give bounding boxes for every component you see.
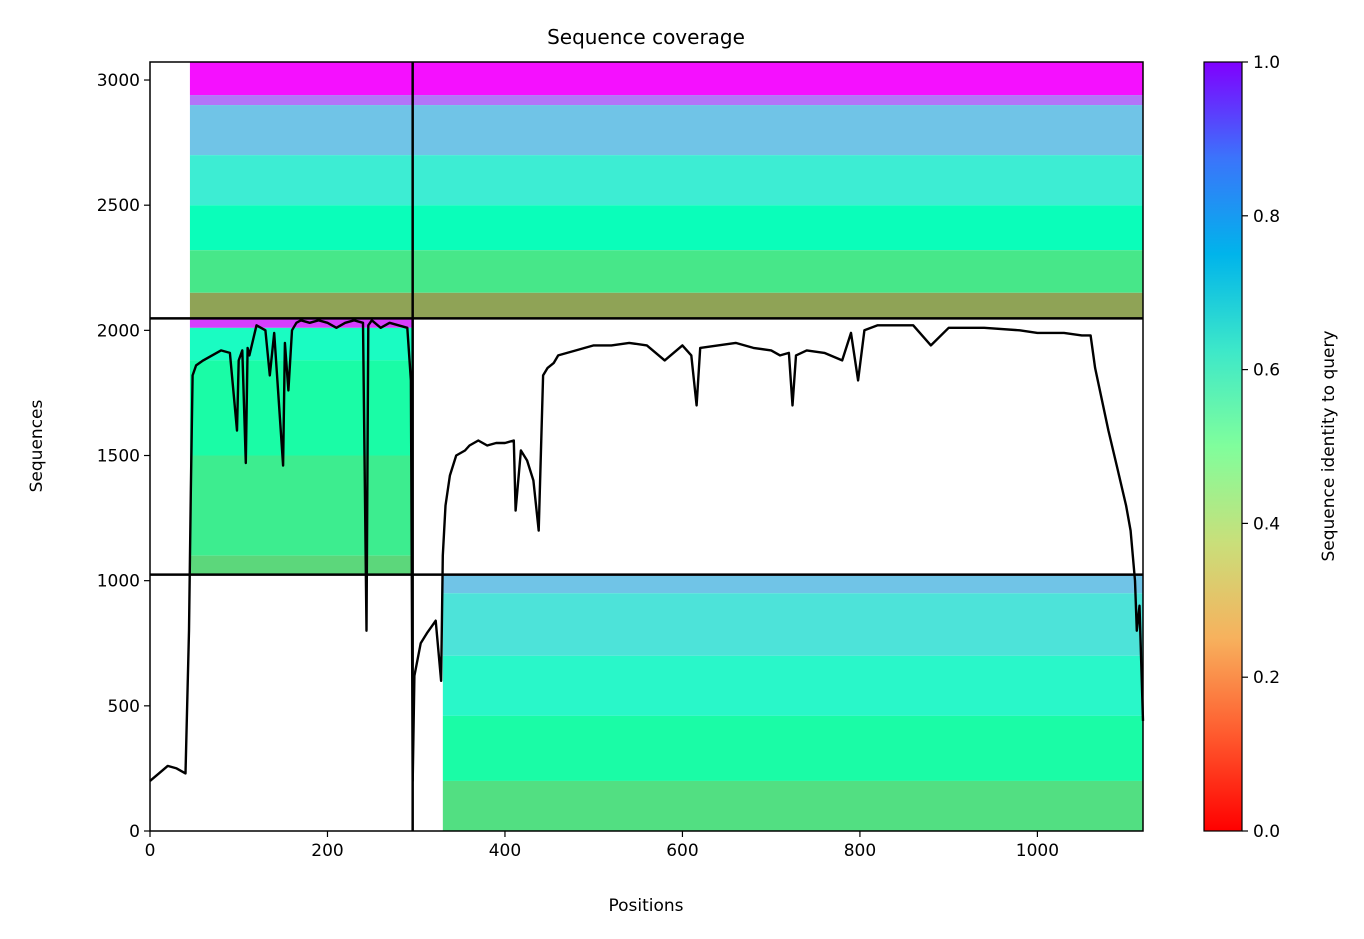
y-axis-ticks: 0 500 1000 1500 2000 2500 3000 bbox=[97, 71, 150, 842]
x-tick-label: 200 bbox=[311, 841, 343, 861]
x-axis-label: Positions bbox=[608, 896, 683, 916]
colorbar-tick-label: 0.4 bbox=[1253, 514, 1280, 534]
msa-band bbox=[189, 555, 413, 575]
y-axis-label: Sequences bbox=[27, 400, 47, 493]
colorbar-label: Sequence identity to query bbox=[1319, 330, 1339, 561]
plot-frame bbox=[149, 61, 1144, 832]
msa-band bbox=[412, 250, 1143, 293]
msa-band bbox=[189, 455, 413, 556]
msa-block-3 bbox=[442, 574, 1143, 831]
msa-band bbox=[442, 780, 1143, 831]
msa-band bbox=[189, 292, 413, 319]
msa-block-1 bbox=[412, 62, 1143, 319]
msa-band bbox=[442, 655, 1143, 716]
colorbar-tick-label: 0.0 bbox=[1253, 822, 1280, 842]
msa-band bbox=[412, 155, 1143, 206]
colorbar-tick-label: 1.0 bbox=[1253, 53, 1280, 73]
x-axis-ticks: 0 200 400 600 800 1000 bbox=[145, 831, 1059, 861]
y-tick-label: 1000 bbox=[97, 572, 140, 592]
y-tick-label: 500 bbox=[108, 697, 140, 717]
y-tick-label: 1500 bbox=[97, 447, 140, 467]
msa-block-0 bbox=[189, 62, 413, 319]
coverage-line bbox=[149, 319, 1145, 783]
msa-block-2 bbox=[189, 318, 413, 575]
msa-band bbox=[442, 574, 1143, 594]
x-tick-label: 1000 bbox=[1016, 841, 1059, 861]
y-tick-label: 3000 bbox=[97, 71, 140, 91]
msa-heatmap bbox=[189, 62, 1143, 831]
colorbar-tick-label: 0.6 bbox=[1253, 361, 1280, 381]
y-tick-label: 2500 bbox=[97, 196, 140, 216]
colorbar-tick-label: 0.8 bbox=[1253, 207, 1280, 227]
msa-band bbox=[189, 105, 413, 156]
x-tick-label: 400 bbox=[489, 841, 521, 861]
msa-band bbox=[189, 250, 413, 293]
msa-band bbox=[189, 205, 413, 251]
msa-band bbox=[412, 105, 1143, 156]
msa-band bbox=[189, 62, 413, 96]
x-tick-label: 0 bbox=[145, 841, 156, 861]
y-tick-label: 0 bbox=[129, 822, 140, 842]
colorbar-tick-label: 0.2 bbox=[1253, 668, 1280, 688]
msa-band bbox=[189, 95, 413, 106]
chart-title: Sequence coverage bbox=[547, 25, 745, 49]
msa-band bbox=[412, 95, 1143, 106]
msa-band bbox=[412, 62, 1143, 96]
x-tick-label: 600 bbox=[666, 841, 698, 861]
colorbar-ticks: 0.0 0.2 0.4 0.6 0.8 1.0 bbox=[1242, 53, 1280, 842]
y-tick-label: 2000 bbox=[97, 321, 140, 341]
msa-band bbox=[189, 318, 413, 328]
x-tick-label: 800 bbox=[844, 841, 876, 861]
coverage-line-path bbox=[149, 319, 1145, 783]
msa-band bbox=[189, 360, 413, 456]
colorbar bbox=[1203, 61, 1243, 832]
msa-band bbox=[442, 715, 1143, 781]
msa-band bbox=[442, 593, 1143, 656]
msa-band bbox=[189, 327, 413, 361]
msa-band bbox=[189, 155, 413, 206]
msa-band bbox=[412, 205, 1143, 251]
msa-band bbox=[412, 292, 1143, 319]
